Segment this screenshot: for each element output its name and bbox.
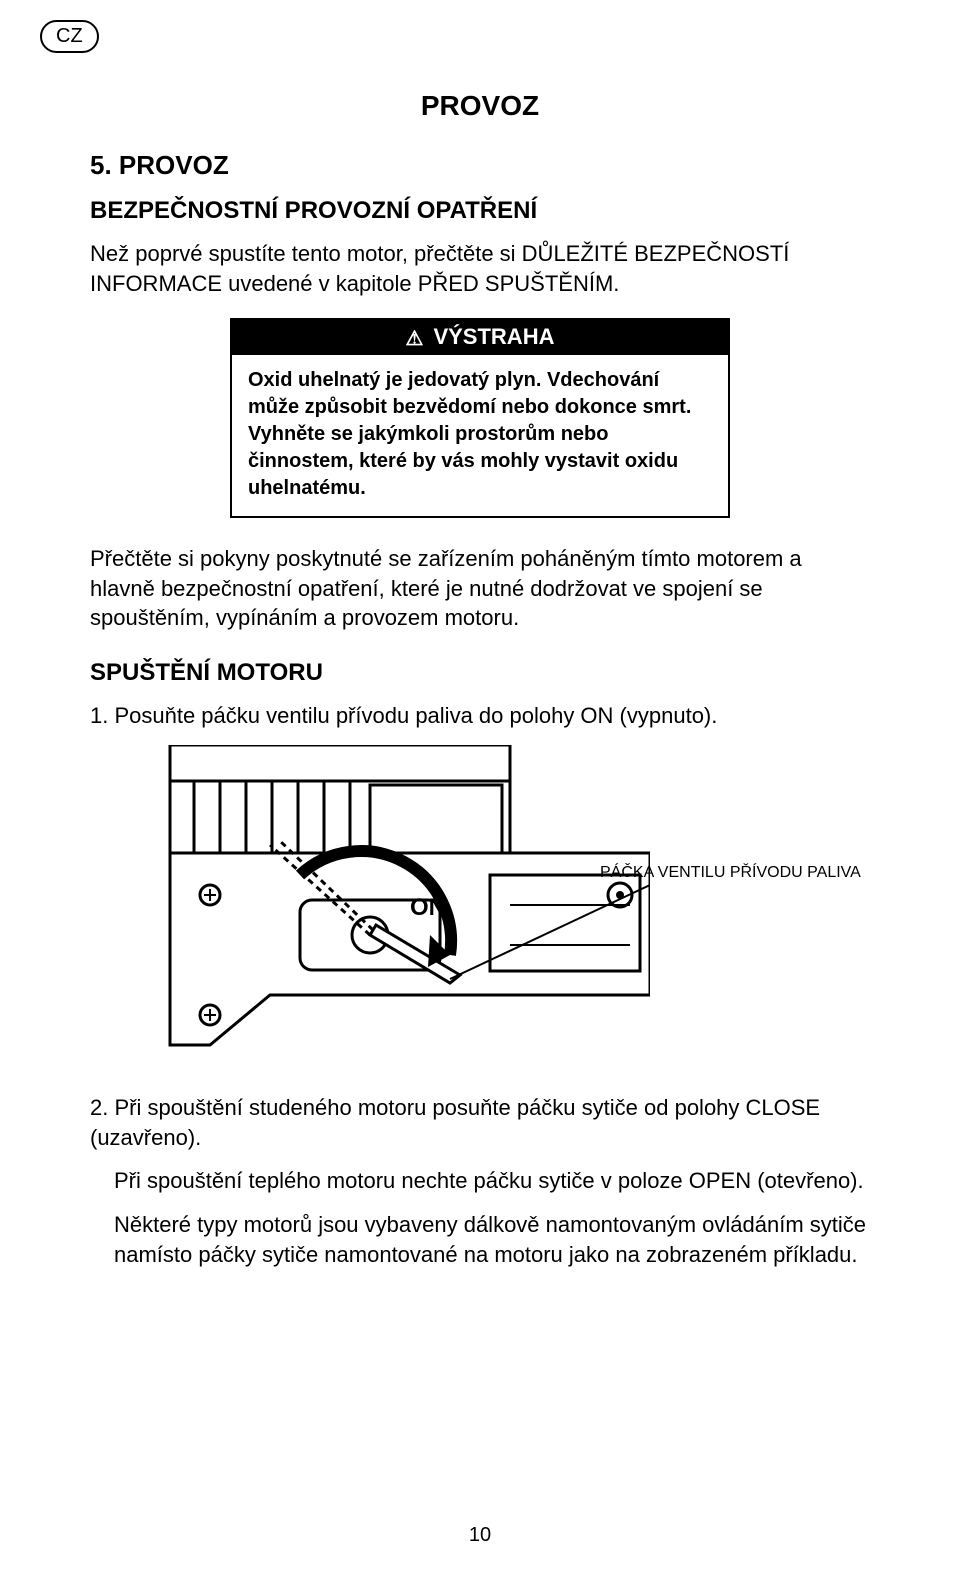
page-number: 10 <box>0 1524 960 1547</box>
warning-triangle-icon: ⚠ <box>406 326 424 351</box>
figure-callout: PÁČKA VENTILU PŘÍVODU PALIVA <box>600 863 870 882</box>
warning-header: ⚠ VÝSTRAHA <box>232 320 728 355</box>
figure-fuel-valve: ON PÁČKA VENTILU PŘÍVODU PALIVA <box>90 745 870 1065</box>
intro-paragraph: Než poprvé spustíte tento motor, přečtět… <box>90 239 870 298</box>
warning-box: ⚠ VÝSTRAHA Oxid uhelnatý je jedovatý plyn… <box>230 318 730 518</box>
language-badge: CZ <box>40 20 99 53</box>
warning-title: VÝSTRAHA <box>433 324 554 349</box>
safety-subheading: BEZPEČNOSTNÍ PROVOZNÍ OPATŘENÍ <box>90 197 870 225</box>
step-2c: Některé typy motorů jsou vybaveny dálkov… <box>114 1210 870 1269</box>
on-label: ON <box>410 894 446 921</box>
section-number: 5. PROVOZ <box>90 150 870 181</box>
step-1: 1. Posuňte páčku ventilu přívodu paliva … <box>90 701 870 731</box>
after-warning-paragraph: Přečtěte si pokyny poskytnuté se zařízen… <box>90 544 870 633</box>
warning-body: Oxid uhelnatý je jedovatý plyn. Vdechová… <box>232 355 728 516</box>
start-heading: SPUŠTĚNÍ MOTORU <box>90 659 870 687</box>
step-2: 2. Při spouštění studeného motoru posuňt… <box>90 1093 870 1152</box>
page-title: PROVOZ <box>90 90 870 122</box>
step-2b: Při spouštění teplého motoru nechte páčk… <box>114 1166 870 1196</box>
fuel-valve-diagram: ON <box>150 745 650 1065</box>
